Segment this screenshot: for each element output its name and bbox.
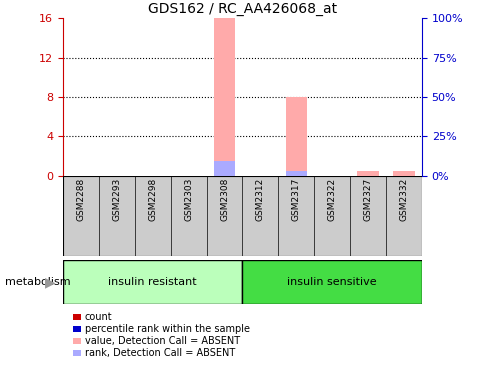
FancyBboxPatch shape bbox=[63, 260, 242, 304]
Text: GSM2308: GSM2308 bbox=[220, 178, 228, 221]
Text: GSM2303: GSM2303 bbox=[184, 178, 193, 221]
FancyBboxPatch shape bbox=[63, 176, 421, 256]
Text: GSM2312: GSM2312 bbox=[256, 178, 264, 221]
FancyBboxPatch shape bbox=[242, 260, 421, 304]
Text: value, Detection Call = ABSENT: value, Detection Call = ABSENT bbox=[85, 336, 240, 346]
Title: GDS162 / RC_AA426068_at: GDS162 / RC_AA426068_at bbox=[148, 2, 336, 16]
Text: count: count bbox=[85, 311, 112, 322]
Text: ▶: ▶ bbox=[45, 275, 56, 289]
Bar bbox=[393, 171, 414, 176]
Text: GSM2288: GSM2288 bbox=[76, 178, 85, 221]
Text: GSM2332: GSM2332 bbox=[399, 178, 408, 221]
Text: insulin sensitive: insulin sensitive bbox=[287, 277, 376, 287]
Text: insulin resistant: insulin resistant bbox=[108, 277, 197, 287]
Bar bbox=[285, 97, 306, 176]
Text: GSM2322: GSM2322 bbox=[327, 178, 336, 221]
Text: rank, Detection Call = ABSENT: rank, Detection Call = ABSENT bbox=[85, 348, 235, 358]
Bar bbox=[357, 171, 378, 176]
Bar bbox=[213, 161, 235, 176]
Text: percentile rank within the sample: percentile rank within the sample bbox=[85, 324, 249, 334]
Text: GSM2293: GSM2293 bbox=[112, 178, 121, 221]
Bar bbox=[285, 171, 306, 176]
Text: metabolism: metabolism bbox=[5, 277, 70, 287]
Bar bbox=[213, 18, 235, 176]
Text: GSM2327: GSM2327 bbox=[363, 178, 372, 221]
Text: GSM2317: GSM2317 bbox=[291, 178, 300, 221]
Text: GSM2298: GSM2298 bbox=[148, 178, 157, 221]
